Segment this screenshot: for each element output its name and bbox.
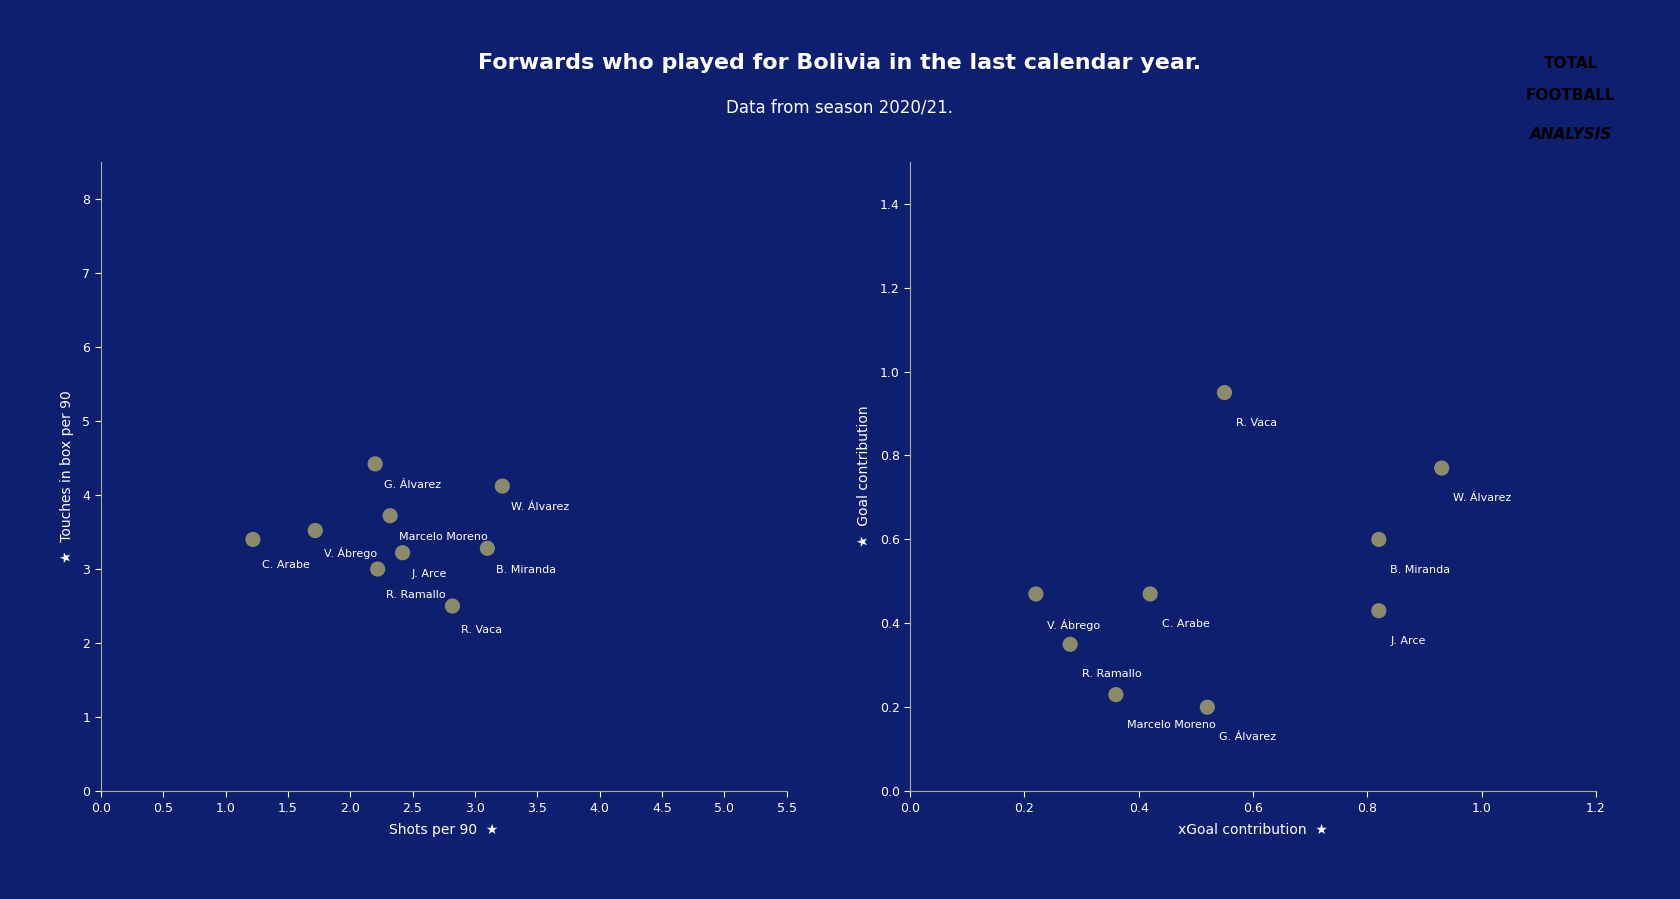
Point bbox=[474, 541, 501, 556]
Point bbox=[1194, 700, 1221, 715]
Text: Marcelo Moreno: Marcelo Moreno bbox=[1127, 720, 1216, 730]
Point bbox=[390, 546, 417, 560]
Text: J. Arce: J. Arce bbox=[1391, 636, 1426, 645]
Text: W. Álvarez: W. Álvarez bbox=[511, 503, 570, 512]
Point bbox=[1428, 461, 1455, 476]
Text: FOOTBALL: FOOTBALL bbox=[1525, 88, 1616, 103]
Text: Data from season 2020/21.: Data from season 2020/21. bbox=[726, 99, 954, 117]
Text: R. Ramallo: R. Ramallo bbox=[386, 590, 445, 600]
Text: V. Ábrego: V. Ábrego bbox=[1047, 619, 1100, 631]
Text: Marcelo Moreno: Marcelo Moreno bbox=[398, 532, 487, 542]
Point bbox=[1366, 603, 1393, 618]
X-axis label: xGoal contribution  ★: xGoal contribution ★ bbox=[1178, 823, 1327, 837]
Point bbox=[1102, 688, 1129, 702]
Text: R. Ramallo: R. Ramallo bbox=[1082, 670, 1141, 680]
Point bbox=[240, 532, 267, 547]
Point bbox=[1023, 587, 1050, 601]
Text: R. Vaca: R. Vaca bbox=[462, 625, 502, 635]
Text: B. Miranda: B. Miranda bbox=[496, 565, 556, 574]
X-axis label: Shots per 90  ★: Shots per 90 ★ bbox=[390, 823, 499, 837]
Text: W. Álvarez: W. Álvarez bbox=[1453, 494, 1512, 503]
Point bbox=[1366, 532, 1393, 547]
Point bbox=[365, 562, 391, 576]
Point bbox=[376, 509, 403, 523]
Point bbox=[361, 457, 388, 471]
Text: C. Arabe: C. Arabe bbox=[1161, 619, 1210, 629]
Text: ANALYSIS: ANALYSIS bbox=[1530, 127, 1611, 142]
Point bbox=[1211, 386, 1238, 400]
Text: B. Miranda: B. Miranda bbox=[1391, 565, 1450, 574]
Text: J. Arce: J. Arce bbox=[412, 569, 447, 579]
Y-axis label: ★  Touches in box per 90: ★ Touches in box per 90 bbox=[60, 390, 74, 563]
Point bbox=[1057, 637, 1084, 652]
Text: TOTAL: TOTAL bbox=[1544, 56, 1598, 71]
Text: G. Álvarez: G. Álvarez bbox=[383, 480, 442, 490]
Y-axis label: ★  Goal contribution: ★ Goal contribution bbox=[857, 405, 872, 547]
Text: R. Vaca: R. Vaca bbox=[1236, 418, 1277, 428]
Text: V. Ábrego: V. Ábrego bbox=[324, 547, 376, 559]
Point bbox=[1137, 587, 1164, 601]
Text: G. Álvarez: G. Álvarez bbox=[1218, 733, 1275, 743]
Text: Forwards who played for Bolivia in the last calendar year.: Forwards who played for Bolivia in the l… bbox=[479, 53, 1201, 73]
Point bbox=[489, 479, 516, 494]
Text: C. Arabe: C. Arabe bbox=[262, 560, 309, 570]
Point bbox=[302, 523, 329, 538]
Point bbox=[438, 599, 465, 613]
